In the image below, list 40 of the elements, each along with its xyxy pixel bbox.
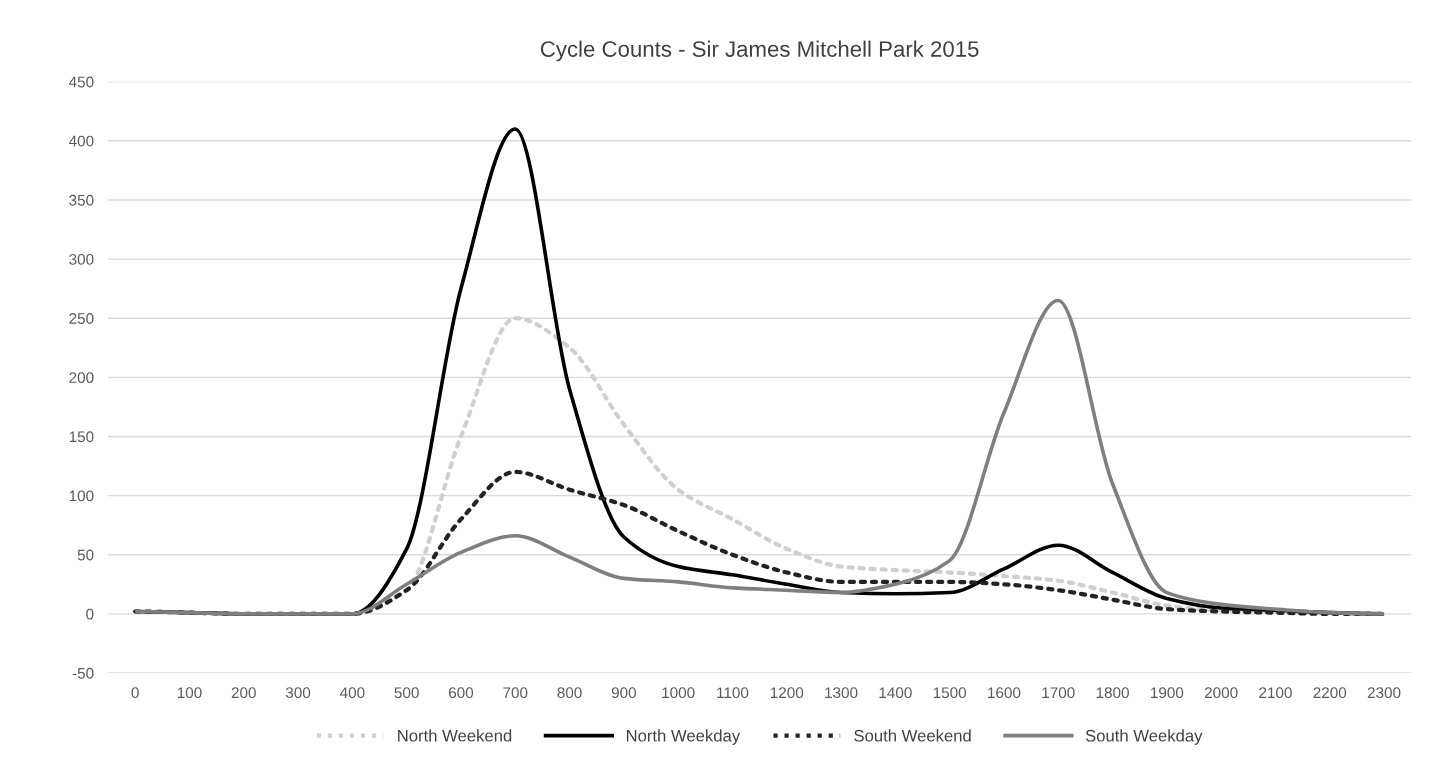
x-tick-label: 100 — [177, 687, 202, 699]
legend-label: South Weekend — [854, 729, 971, 742]
legend-label: North Weekday — [626, 729, 741, 745]
x-tick-label: 1400 — [879, 687, 912, 699]
chart-title: Cycle Counts - Sir James Mitchell Park 2015 — [540, 40, 979, 62]
y-tick-label: 300 — [69, 253, 94, 265]
y-tick-label: 450 — [68, 76, 94, 88]
x-tick-label: 900 — [611, 687, 636, 699]
y-tick-label: 350 — [69, 194, 94, 206]
y-tick-label: -50 — [72, 667, 94, 679]
x-tick-label: 600 — [448, 687, 474, 699]
x-tick-label: 500 — [394, 687, 419, 699]
x-tick-label: 1900 — [1151, 687, 1184, 699]
x-tick-label: 2000 — [1204, 687, 1238, 699]
y-tick-label: 0 — [86, 608, 94, 620]
legend-label: South Weekday — [1085, 729, 1203, 745]
x-tick-label: 1700 — [1042, 687, 1075, 699]
x-tick-label: 1300 — [825, 687, 858, 699]
x-tick-label: 2200 — [1313, 687, 1347, 699]
x-tick-label: 1500 — [933, 687, 967, 699]
y-tick-label: 200 — [69, 372, 94, 384]
x-tick-label: 2300 — [1367, 687, 1401, 699]
y-tick-label: 150 — [69, 431, 94, 443]
x-tick-label: 1100 — [717, 687, 749, 699]
x-tick-label: 1600 — [988, 687, 1021, 699]
x-tick-label: 2100 — [1259, 687, 1292, 699]
x-tick-label: 0 — [131, 687, 139, 699]
y-tick-label: 100 — [69, 490, 94, 502]
x-tick-label: 800 — [557, 687, 582, 699]
legend-label: North Weekend — [398, 729, 512, 742]
x-tick-label: 1000 — [662, 687, 695, 699]
y-tick-label: 50 — [77, 549, 94, 561]
y-tick-label: 250 — [69, 313, 94, 324]
x-tick-label: 1800 — [1096, 687, 1129, 699]
x-tick-label: 1200 — [770, 687, 804, 699]
x-tick-label: 200 — [231, 687, 256, 699]
x-tick-label: 700 — [503, 687, 528, 699]
y-tick-label: 400 — [68, 135, 94, 147]
x-tick-label: 300 — [285, 687, 311, 699]
x-tick-label: 400 — [339, 687, 365, 699]
